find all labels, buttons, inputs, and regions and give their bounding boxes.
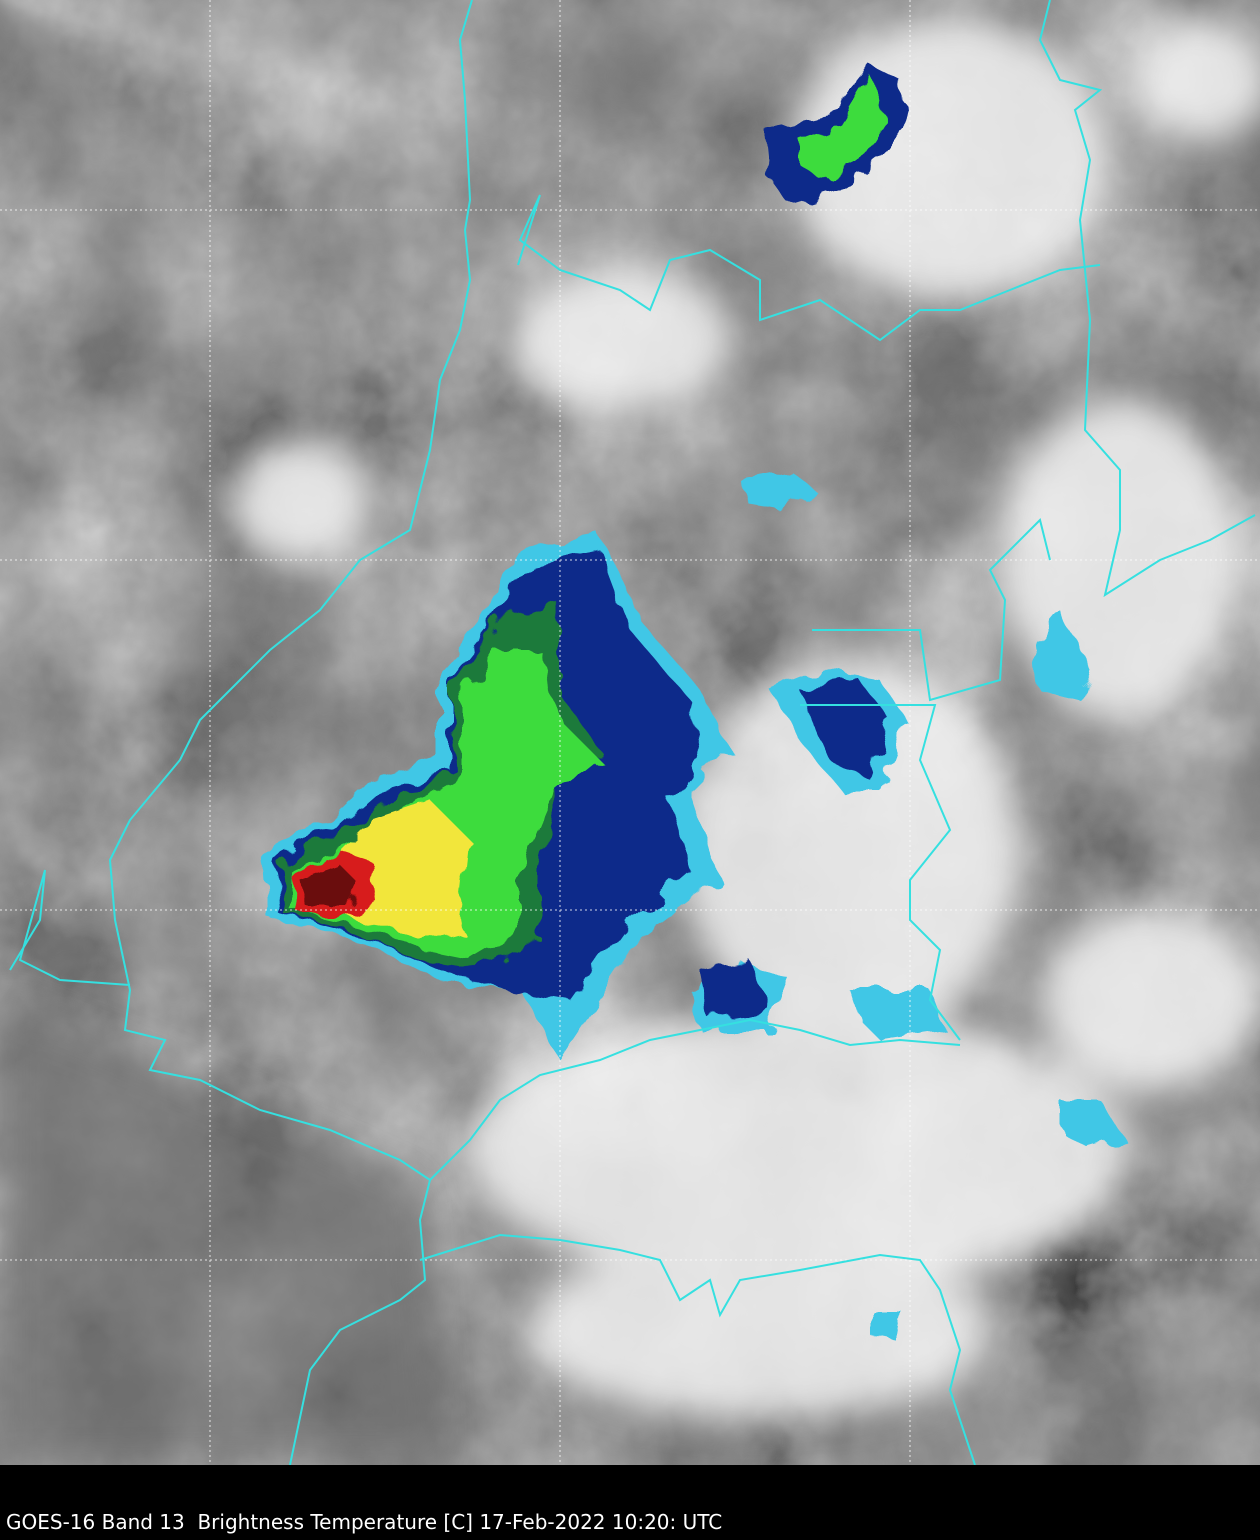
- state-borders: [9, 0, 1256, 1465]
- storm-system: [265, 535, 730, 1060]
- northern-storm: [765, 65, 905, 205]
- caption: GOES-16 Band 13 Brightness Temperature […: [6, 1510, 723, 1534]
- satellite-image: [0, 0, 1260, 1465]
- caption-bar: GOES-16 Band 13 Brightness Temperature […: [0, 1465, 1260, 1540]
- cold-core: [700, 960, 770, 1020]
- clear-land: [0, 1000, 440, 1465]
